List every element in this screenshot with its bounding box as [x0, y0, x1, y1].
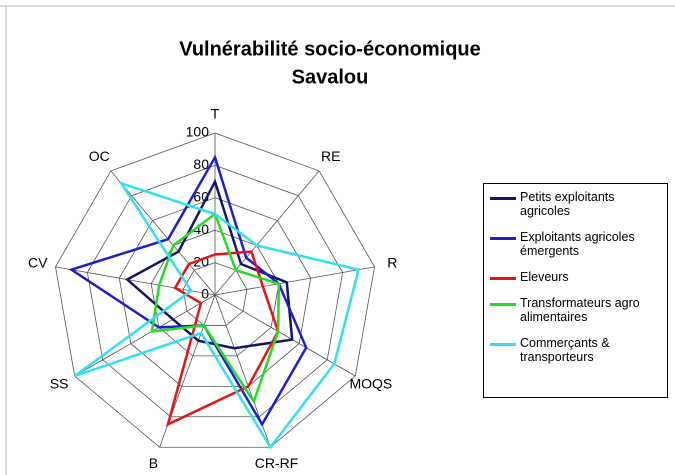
legend-label: Transformateurs agro alimentaires	[520, 296, 640, 324]
grid-ring	[55, 132, 375, 448]
series-line	[68, 154, 308, 427]
legend-label: Commerçants & transporteurs	[520, 336, 610, 364]
legend-label: Exploitants agricoles émergents	[520, 230, 635, 258]
legend-item: Transformateurs agro alimentaires	[490, 296, 665, 324]
legend-item: Petits exploitants agricoles	[490, 190, 665, 218]
axis-label: B	[149, 455, 158, 471]
spoke	[55, 266, 216, 296]
grid-ring	[182, 262, 248, 326]
spoke	[74, 294, 216, 377]
axis-label: CR-RF	[255, 455, 299, 471]
spoke	[214, 266, 375, 296]
legend-swatch	[490, 237, 516, 240]
axis-label: T	[211, 106, 220, 122]
r-tick-label: 0	[201, 286, 209, 302]
legend-label: Eleveurs	[520, 270, 569, 284]
chart-subtitle: Savalou	[292, 66, 369, 88]
axis-label: SS	[50, 376, 69, 392]
legend: Petits exploitants agricoles Exploitants …	[483, 183, 668, 398]
legend-swatch	[490, 197, 516, 200]
legend-swatch	[490, 343, 516, 346]
spoke	[110, 170, 216, 296]
r-tick-label: 40	[193, 221, 209, 237]
legend-label: Petits exploitants agricoles	[520, 190, 615, 218]
r-tick-label: 100	[186, 124, 210, 140]
axis-label: RE	[321, 148, 340, 164]
legend-swatch	[490, 303, 516, 306]
legend-item: Eleveurs	[490, 270, 665, 284]
legend-item: Exploitants agricoles émergents	[490, 230, 665, 258]
spoke	[214, 170, 320, 296]
spoke	[214, 294, 356, 377]
legend-item: Commerçants & transporteurs	[490, 336, 665, 364]
legend-swatch	[490, 277, 516, 280]
series-line	[73, 181, 361, 450]
axis-label: OC	[89, 148, 110, 164]
series-line	[150, 211, 281, 405]
axis-label: CV	[28, 254, 48, 270]
r-tick-label: 80	[193, 156, 209, 172]
axis-label: R	[387, 254, 397, 270]
chart-title: Vulnérabilité socio-économique	[179, 38, 481, 60]
grid-ring	[86, 164, 344, 418]
axis-label: MOQS	[349, 376, 392, 392]
